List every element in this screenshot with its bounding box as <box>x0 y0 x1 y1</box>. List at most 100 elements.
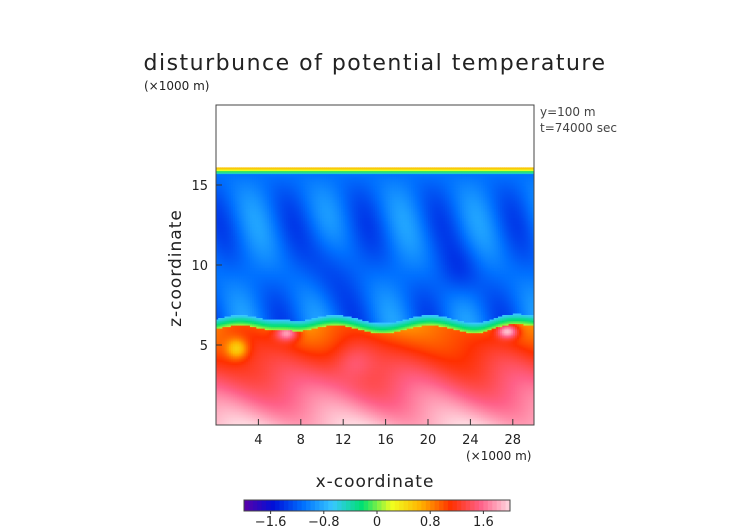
heatmap-cell <box>260 415 264 419</box>
heatmap-cell <box>472 418 476 422</box>
heatmap-cell <box>298 415 302 419</box>
heatmap-cell <box>489 409 493 412</box>
heatmap-cell <box>232 420 236 423</box>
heatmap-cell <box>309 417 312 420</box>
heatmap-cell <box>389 409 393 412</box>
heatmap-cell <box>413 421 416 425</box>
heatmap-cell <box>529 411 533 414</box>
heatmap-cell <box>269 409 272 412</box>
heatmap-cell <box>239 423 243 425</box>
heatmap-cell <box>497 420 501 423</box>
heatmap-cell <box>364 403 368 406</box>
heatmap-cell <box>353 412 357 415</box>
heatmap-cell <box>317 406 321 409</box>
heatmap-cell <box>245 423 249 425</box>
heatmap-cell <box>296 415 300 419</box>
heatmap-cell <box>491 403 495 406</box>
heatmap-cell <box>453 411 457 414</box>
heatmap-cell <box>478 421 482 425</box>
heatmap-cell <box>415 417 418 420</box>
heatmap-cell <box>400 412 404 415</box>
heatmap-cell <box>500 403 503 406</box>
heatmap-cell <box>436 403 440 406</box>
heatmap-cell <box>423 403 427 406</box>
heatmap-cell <box>235 409 238 412</box>
heatmap-cell <box>436 408 440 411</box>
heatmap-cell <box>478 417 482 420</box>
heatmap-cell <box>292 415 296 419</box>
heatmap-cell <box>353 415 357 419</box>
heatmap-cell <box>406 411 410 414</box>
heatmap-cell <box>285 409 289 412</box>
heatmap-cell <box>425 408 429 411</box>
heatmap-cell <box>290 411 293 414</box>
heatmap-cell <box>385 417 389 420</box>
heatmap-cell <box>317 412 321 415</box>
heatmap-cell <box>307 409 310 412</box>
heatmap-cell <box>279 409 283 412</box>
heatmap-cell <box>383 412 387 415</box>
heatmap-cell <box>461 417 465 420</box>
heatmap-cell <box>396 421 399 425</box>
heatmap-cell <box>377 412 380 415</box>
heatmap-cell <box>302 411 306 414</box>
heatmap-cell <box>264 423 268 425</box>
heatmap-cell <box>302 420 306 423</box>
heatmap-cell <box>353 423 357 425</box>
heatmap-cell <box>366 408 370 411</box>
heatmap-cell <box>517 405 520 408</box>
heatmap-cell <box>432 412 435 415</box>
heatmap-cell <box>269 421 272 425</box>
heatmap-cell <box>241 417 245 420</box>
heatmap-cell <box>379 420 382 423</box>
heatmap-cell <box>442 414 446 417</box>
heatmap-cell <box>360 420 363 423</box>
heatmap-cell <box>415 418 418 422</box>
heatmap-cell <box>444 406 448 409</box>
heatmap-cell <box>495 423 499 425</box>
heatmap-cell <box>517 421 520 425</box>
heatmap-cell <box>512 412 516 415</box>
heatmap-cell <box>266 408 270 411</box>
heatmap-cell <box>428 411 431 414</box>
heatmap-cell <box>381 415 385 419</box>
heatmap-cell <box>459 409 463 412</box>
heatmap-cell <box>360 415 363 419</box>
heatmap-cell <box>425 415 429 419</box>
heatmap-cell <box>345 408 349 411</box>
heatmap-cell <box>487 423 491 425</box>
heatmap-cell <box>322 406 325 409</box>
heatmap-cell <box>421 409 425 412</box>
heatmap-cell <box>241 409 245 412</box>
heatmap-cell <box>483 406 486 409</box>
heatmap-cell <box>519 415 522 419</box>
heatmap-cell <box>529 405 533 408</box>
heatmap-cell <box>296 411 300 414</box>
heatmap-cell <box>288 423 291 425</box>
heatmap-cell <box>408 423 412 425</box>
heatmap-cell <box>334 418 338 422</box>
heatmap-cell <box>447 411 450 414</box>
heatmap-cell <box>408 420 412 423</box>
heatmap-cell <box>438 417 442 420</box>
heatmap-cell <box>224 420 228 423</box>
heatmap-cell <box>495 405 499 408</box>
heatmap-cell <box>527 403 531 406</box>
heatmap-cell <box>483 418 486 422</box>
heatmap-cell <box>387 420 391 423</box>
heatmap-cell <box>394 408 397 411</box>
heatmap-cell <box>283 423 287 425</box>
heatmap-cell <box>457 409 461 412</box>
heatmap-cell <box>372 412 376 415</box>
heatmap-cell <box>389 420 393 423</box>
heatmap-cell <box>281 417 285 420</box>
heatmap-cell <box>529 412 533 415</box>
heatmap-cell <box>512 423 516 425</box>
heatmap-cell <box>476 415 480 419</box>
heatmap-cell <box>381 408 385 411</box>
heatmap-cell <box>391 406 395 409</box>
heatmap-cell <box>364 420 368 423</box>
heatmap-cell <box>375 409 378 412</box>
heatmap-cell <box>358 406 361 409</box>
heatmap-cell <box>300 405 304 408</box>
